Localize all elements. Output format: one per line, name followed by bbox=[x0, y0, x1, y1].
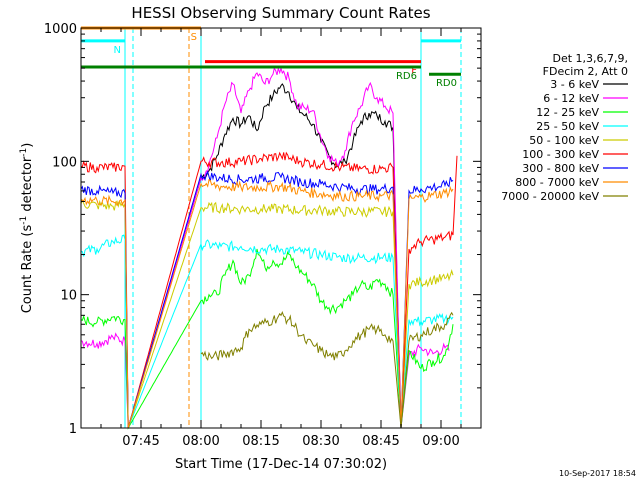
legend-label-2: 6 - 12 keV bbox=[543, 92, 599, 105]
legend-label-7: 300 - 800 keV bbox=[522, 162, 599, 175]
y-tick-label-2: 100 bbox=[52, 155, 77, 170]
state-bar-label-4: RD0 bbox=[436, 78, 457, 89]
series-line-4 bbox=[80, 234, 454, 429]
x-tick-label-1: 08:00 bbox=[182, 434, 219, 449]
state-bar-label-1: N bbox=[114, 45, 121, 56]
y-tick-label-1: 10 bbox=[60, 289, 77, 304]
x-tick-label-5: 09:00 bbox=[422, 434, 459, 449]
axes: 1 10 100 1000 07:45 08:00 08:15 08:30 08:45 09:00 bbox=[44, 22, 482, 449]
x-tick-label-2: 08:15 bbox=[242, 434, 279, 449]
series-line-6 bbox=[80, 151, 458, 429]
legend-label-9: 7000 - 20000 keV bbox=[501, 190, 599, 203]
legend-header-0: Det 1,3,6,7,9, bbox=[552, 52, 628, 65]
legend: Det 1,3,6,7,9,FDecim 2, Att 03 - 6 keV6 … bbox=[501, 52, 628, 203]
series-line-5 bbox=[80, 199, 454, 429]
legend-label-8: 800 - 7000 keV bbox=[515, 176, 599, 189]
x-axis-label: Start Time (17-Dec-14 07:30:02) bbox=[175, 457, 387, 472]
legend-label-5: 50 - 100 keV bbox=[529, 134, 599, 147]
legend-label-3: 12 - 25 keV bbox=[536, 106, 599, 119]
legend-label-6: 100 - 300 keV bbox=[522, 148, 599, 161]
y-tick-label-3: 1000 bbox=[44, 22, 77, 37]
series-line-8 bbox=[80, 179, 454, 429]
chart-title: HESSI Observing Summary Count Rates bbox=[131, 4, 430, 22]
y-axis-label: Count Rate (s-1 detector-1) bbox=[19, 143, 35, 314]
y-tick-label-0: 1 bbox=[69, 422, 77, 437]
legend-header-1: FDecim 2, Att 0 bbox=[543, 65, 628, 78]
series-line-7 bbox=[80, 170, 454, 429]
x-tick-label-3: 08:30 bbox=[302, 434, 339, 449]
series-line-3 bbox=[80, 248, 454, 430]
series-line-9 bbox=[200, 310, 454, 429]
legend-label-1: 3 - 6 keV bbox=[550, 78, 599, 91]
footer-timestamp: 10-Sep-2017 18:54 bbox=[559, 469, 636, 478]
x-tick-label-4: 08:45 bbox=[362, 434, 399, 449]
state-bar-label-2: F bbox=[411, 66, 417, 77]
legend-label-4: 25 - 50 keV bbox=[536, 120, 599, 133]
x-tick-label-0: 07:45 bbox=[122, 434, 159, 449]
state-bar-label-0: S bbox=[191, 32, 197, 43]
state-bar-label-3: RD6 bbox=[396, 71, 417, 82]
